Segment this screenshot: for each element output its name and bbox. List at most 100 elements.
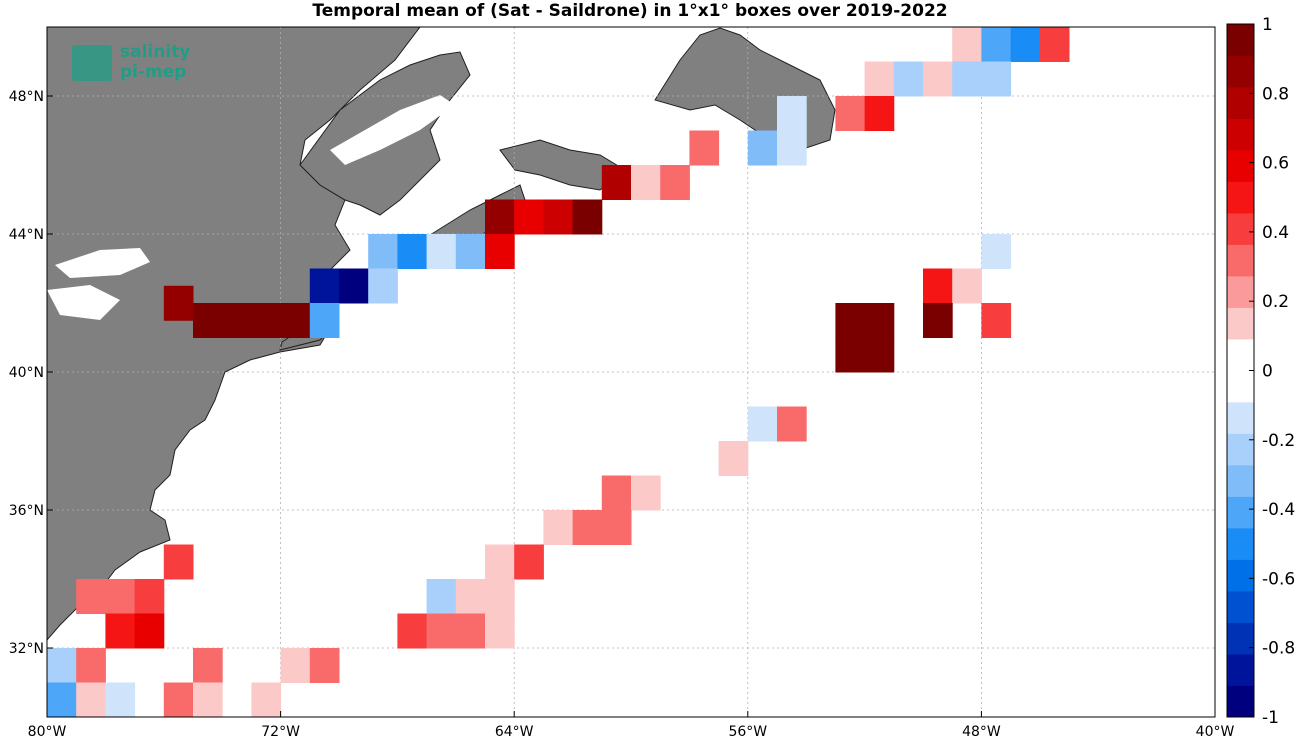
data-cell xyxy=(280,303,311,338)
colorbar-segment xyxy=(1227,654,1254,686)
data-cell xyxy=(455,579,486,614)
colorbar-segment xyxy=(1227,55,1254,88)
data-cell xyxy=(864,337,895,373)
data-cell xyxy=(777,406,807,442)
data-cell xyxy=(747,406,778,442)
data-cell xyxy=(952,27,982,62)
colorbar-segment xyxy=(1227,528,1254,560)
colorbar-segment xyxy=(1227,339,1254,371)
data-cell xyxy=(251,682,282,717)
data-cell xyxy=(105,579,136,614)
x-tick-label: 48°W xyxy=(962,724,1001,740)
data-cell xyxy=(397,613,428,649)
data-cell xyxy=(952,268,982,304)
data-cell xyxy=(923,303,953,338)
chart-title: Temporal mean of (Sat - Saildrone) in 1°… xyxy=(312,1,947,21)
data-cell xyxy=(981,27,1012,62)
colorbar-segment xyxy=(1227,370,1254,403)
data-cell xyxy=(163,682,194,717)
data-cell xyxy=(981,234,1012,269)
data-cell xyxy=(660,165,690,200)
data-cell xyxy=(339,268,369,304)
data-cell xyxy=(163,544,194,580)
data-cell xyxy=(485,199,515,235)
data-cell xyxy=(368,268,398,304)
data-cell xyxy=(631,165,661,200)
data-cell xyxy=(134,613,165,649)
data-cell xyxy=(923,61,953,97)
colorbar-segment xyxy=(1227,465,1254,497)
y-tick-label: 48°N xyxy=(9,89,44,105)
data-cell xyxy=(835,303,866,338)
colorbar-tick-label: -0.4 xyxy=(1262,500,1295,520)
data-cell xyxy=(835,96,866,131)
colorbar-segment xyxy=(1227,87,1254,119)
data-cell xyxy=(747,130,778,166)
data-cells xyxy=(47,27,1070,717)
x-tick-label: 80°W xyxy=(28,724,67,740)
data-cell xyxy=(485,544,515,580)
colorbar-segment xyxy=(1227,213,1254,245)
data-cell xyxy=(981,61,1012,97)
data-cell xyxy=(543,199,574,235)
logo-icon xyxy=(72,45,112,81)
colorbar-tick-label: 0.4 xyxy=(1262,223,1289,243)
y-axis: 32°N 36°N 40°N 44°N 48°N xyxy=(9,89,53,657)
colorbar-segment xyxy=(1227,276,1254,308)
data-cell xyxy=(952,61,982,97)
inland-water xyxy=(47,95,455,320)
data-cell xyxy=(514,199,544,235)
colorbar-tick-label: 0 xyxy=(1262,362,1273,382)
data-cell xyxy=(777,130,807,166)
logo-text-line2: pi-mep xyxy=(120,62,186,82)
data-cell xyxy=(105,613,136,649)
data-cell xyxy=(631,475,661,511)
colorbar-segment xyxy=(1227,150,1254,182)
y-tick-label: 36°N xyxy=(9,503,44,519)
y-tick-label: 40°N xyxy=(9,365,44,381)
colorbar-tick-label: 0.6 xyxy=(1262,154,1289,174)
colorbar-tick-label: -1 xyxy=(1262,708,1279,728)
data-cell xyxy=(368,234,398,269)
colorbar: 1 0.8 0.6 0.4 0.2 0 -0.2 -0.4 -0.6 -0.8 -1 xyxy=(1226,15,1295,728)
y-tick-label: 44°N xyxy=(9,227,44,243)
data-cell xyxy=(134,579,165,614)
data-cell xyxy=(572,510,603,545)
map-area xyxy=(47,27,1215,717)
colorbar-segment xyxy=(1227,244,1254,277)
colorbar-segment xyxy=(1227,622,1254,655)
data-cell xyxy=(777,96,807,131)
data-cell xyxy=(309,303,340,338)
colorbar-segment xyxy=(1227,118,1254,151)
data-cell xyxy=(601,475,632,511)
colorbar-segment xyxy=(1227,307,1254,340)
data-cell xyxy=(485,579,515,614)
data-cell xyxy=(864,303,895,338)
y-tick-label: 32°N xyxy=(9,641,44,657)
data-cell xyxy=(981,303,1012,338)
data-cell xyxy=(689,130,720,166)
colorbar-segment xyxy=(1227,591,1254,623)
data-cell xyxy=(280,648,311,683)
colorbar-tick-label: -0.2 xyxy=(1262,431,1295,451)
data-cell xyxy=(485,613,515,649)
x-tick-label: 72°W xyxy=(261,724,300,740)
data-cell xyxy=(893,61,924,97)
colorbar-segment xyxy=(1227,181,1254,214)
colorbar-segment xyxy=(1227,433,1254,466)
colorbar-segment xyxy=(1227,402,1254,434)
colorbar-tick-label: 0.2 xyxy=(1262,292,1289,312)
colorbar-segment xyxy=(1227,685,1254,718)
colorbar-tick-label: -0.6 xyxy=(1262,569,1295,589)
data-cell xyxy=(455,613,486,649)
colorbar-segment xyxy=(1227,559,1254,592)
data-cell xyxy=(47,648,77,683)
data-cell xyxy=(923,268,953,304)
data-cell xyxy=(514,544,544,580)
data-cell xyxy=(426,613,457,649)
x-tick-label: 40°W xyxy=(1196,724,1235,740)
x-tick-label: 64°W xyxy=(495,724,534,740)
data-cell xyxy=(1039,27,1070,62)
colorbar-tick-label: -0.8 xyxy=(1262,639,1295,659)
